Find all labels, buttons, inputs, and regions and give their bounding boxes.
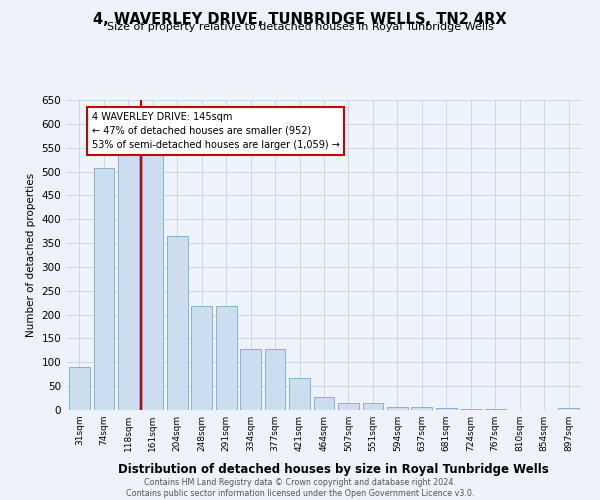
Bar xyxy=(216,306,236,410)
Text: 4 WAVERLEY DRIVE: 145sqm
← 47% of detached houses are smaller (952)
53% of semi-: 4 WAVERLEY DRIVE: 145sqm ← 47% of detach… xyxy=(92,112,340,150)
Y-axis label: Number of detached properties: Number of detached properties xyxy=(26,173,36,337)
Bar xyxy=(338,404,359,410)
Bar xyxy=(167,236,188,410)
Text: Distribution of detached houses by size in Royal Tunbridge Wells: Distribution of detached houses by size … xyxy=(118,462,548,475)
Text: 4, WAVERLEY DRIVE, TUNBRIDGE WELLS, TN2 4RX: 4, WAVERLEY DRIVE, TUNBRIDGE WELLS, TN2 … xyxy=(93,12,507,28)
Bar xyxy=(118,154,139,410)
Bar xyxy=(94,168,114,410)
Bar xyxy=(558,408,579,410)
Bar xyxy=(69,367,90,410)
Bar xyxy=(460,409,481,410)
Text: Size of property relative to detached houses in Royal Tunbridge Wells: Size of property relative to detached ho… xyxy=(107,22,493,32)
Text: Contains HM Land Registry data © Crown copyright and database right 2024.
Contai: Contains HM Land Registry data © Crown c… xyxy=(126,478,474,498)
Bar xyxy=(289,378,310,410)
Bar xyxy=(314,396,334,410)
Bar xyxy=(387,406,408,410)
Bar xyxy=(412,406,432,410)
Bar xyxy=(142,154,163,410)
Bar xyxy=(362,404,383,410)
Bar xyxy=(265,349,286,410)
Bar xyxy=(436,408,457,410)
Bar xyxy=(485,409,506,410)
Bar xyxy=(191,306,212,410)
Bar xyxy=(240,349,261,410)
